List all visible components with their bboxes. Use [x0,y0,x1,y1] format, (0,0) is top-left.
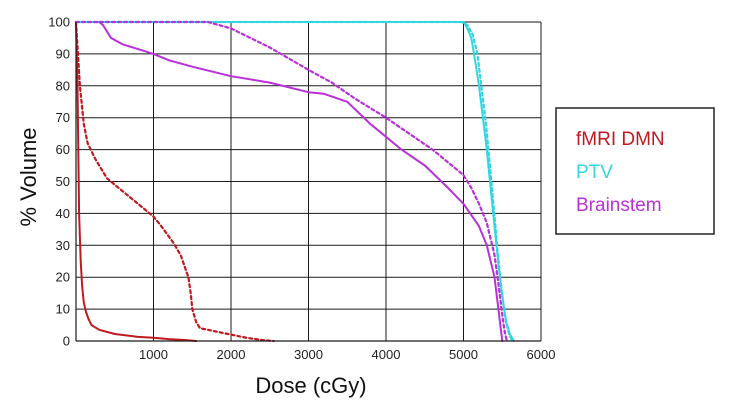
legend-box [555,107,715,235]
y-tick-label-10: 10 [56,302,70,317]
y-axis-title: % Volume [16,127,41,226]
y-tick-label-30: 30 [56,238,70,253]
series-line-fmri-dmn-solid [75,21,198,342]
legend: fMRI DMN PTV Brainstem [555,107,715,235]
y-tick-label-40: 40 [56,206,70,221]
y-tick-label-70: 70 [56,110,70,125]
x-tick-label-6000: 6000 [527,347,556,362]
legend-item-ptv: PTV [576,162,613,183]
x-tick-label-5000: 5000 [449,347,478,362]
y-tick-label-50: 50 [56,174,70,189]
series-line-brainstem-solid [98,21,504,342]
y-tick-label-60: 60 [56,142,70,157]
legend-item-fmri-dmn: fMRI DMN [576,129,665,150]
series-line-brainstem-dashed [74,20,508,343]
axes: 0 10 20 30 40 50 60 70 80 90 100 1000 2000 3000 4000 50… [48,15,555,363]
x-tick-label-3000: 3000 [294,347,323,362]
y-tick-label-80: 80 [56,78,70,93]
x-tick-label-4000: 4000 [372,347,401,362]
x-tick-label-1000: 1000 [139,347,168,362]
y-tick-label-90: 90 [56,46,70,61]
series-group [74,20,515,343]
y-tick-label-0: 0 [63,334,70,349]
legend-item-brainstem: Brainstem [576,195,662,216]
x-axis-title: Dose (cGy) [255,373,366,398]
x-tick-label-2000: 2000 [217,347,246,362]
y-tick-label-20: 20 [56,270,70,285]
series-line-fmri-dmn-dashed [74,20,275,343]
series-line-ptv-dashed [74,20,514,343]
y-tick-label-100: 100 [48,15,70,30]
